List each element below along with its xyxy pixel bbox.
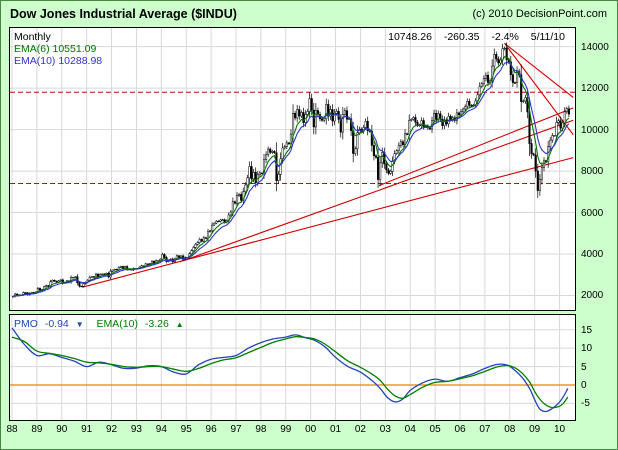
price-axis-label: 10000	[581, 124, 609, 136]
pmo-ema-value: -3.26	[144, 318, 169, 330]
quote-line: 10748.26 -260.35 -2.4% 5/11/10	[388, 31, 565, 43]
year-axis-label: 01	[329, 424, 342, 435]
pmo-up-arrow-icon: ▲	[175, 320, 184, 329]
year-axis-label: 95	[180, 424, 192, 435]
year-axis-label: 98	[255, 424, 267, 435]
timeframe-label: Monthly	[14, 31, 51, 43]
pmo-axis-label: 0	[581, 380, 587, 391]
trendline	[504, 42, 574, 98]
pmo-chart-svg	[10, 315, 575, 420]
year-axis-label: 02	[354, 424, 366, 435]
ema6-line	[12, 56, 570, 297]
year-axis-label: 96	[205, 424, 217, 435]
year-axis-label: 05	[429, 424, 441, 435]
year-axis-label: 91	[81, 424, 93, 435]
pmo-ema-label: EMA(10)	[96, 318, 138, 330]
trendline	[378, 107, 574, 187]
page-title: Dow Jones Industrial Average ($INDU)	[10, 7, 237, 21]
copyright-text: (c) 2010 DecisionPoint.com	[472, 8, 607, 20]
ema10-line	[12, 61, 570, 297]
year-axis-label: 89	[31, 424, 43, 435]
year-axis-label: 94	[155, 424, 167, 435]
year-axis-label: 03	[379, 424, 391, 435]
pmo-down-arrow-icon: ▼	[75, 320, 84, 329]
candlesticks	[11, 42, 570, 298]
price-axis-label: 2000	[581, 290, 604, 302]
price-chart-svg	[10, 28, 575, 310]
price-axis-label: 12000	[581, 83, 609, 95]
price-axis-label: 4000	[581, 249, 604, 260]
trendline	[82, 157, 574, 288]
pmo-value: -0.94	[44, 318, 69, 330]
year-axis-label: 88	[6, 424, 18, 435]
trendline	[504, 43, 574, 136]
pmo-axis-label: -5	[581, 398, 590, 410]
quote-percent: -2.4%	[491, 31, 519, 43]
ema10-oscillator-line	[11, 336, 569, 409]
year-axis-label: 06	[454, 424, 466, 435]
quote-change: -260.35	[443, 31, 480, 43]
price-axis-label: 6000	[581, 207, 604, 219]
year-axis-label: 93	[130, 424, 142, 435]
ema6-legend: EMA(6) 10551.09	[14, 43, 97, 55]
year-axis-label: 90	[56, 424, 68, 435]
year-axis-label: 09	[529, 424, 541, 435]
year-axis-label: 10	[554, 424, 566, 435]
quote-date: 5/11/10	[530, 31, 565, 43]
quote-price: 10748.26	[388, 31, 432, 43]
year-axis-label: 00	[305, 424, 317, 435]
price-axis-label: 14000	[581, 41, 609, 53]
pmo-axis-label: 10	[581, 343, 593, 355]
year-axis-label: 92	[105, 424, 118, 435]
year-axis-label: 07	[479, 424, 491, 435]
pmo-label: PMO	[14, 318, 38, 330]
year-axis-label: 99	[280, 424, 292, 435]
pmo-legend: PMO -0.94 ▼ EMA(10) -3.26 ▲	[14, 318, 188, 331]
year-axis-label: 08	[504, 424, 516, 435]
price-panel	[9, 27, 576, 311]
ema10-legend: EMA(10) 10288.98	[14, 55, 103, 67]
pmo-axis-label: 15	[581, 324, 593, 336]
pmo-oscillator-line	[11, 327, 569, 413]
year-axis-label: 97	[230, 424, 242, 435]
price-axis-label: 8000	[581, 166, 604, 178]
trendline	[179, 119, 574, 263]
year-axis-label: 04	[404, 424, 416, 435]
pmo-axis-label: 5	[581, 361, 587, 373]
